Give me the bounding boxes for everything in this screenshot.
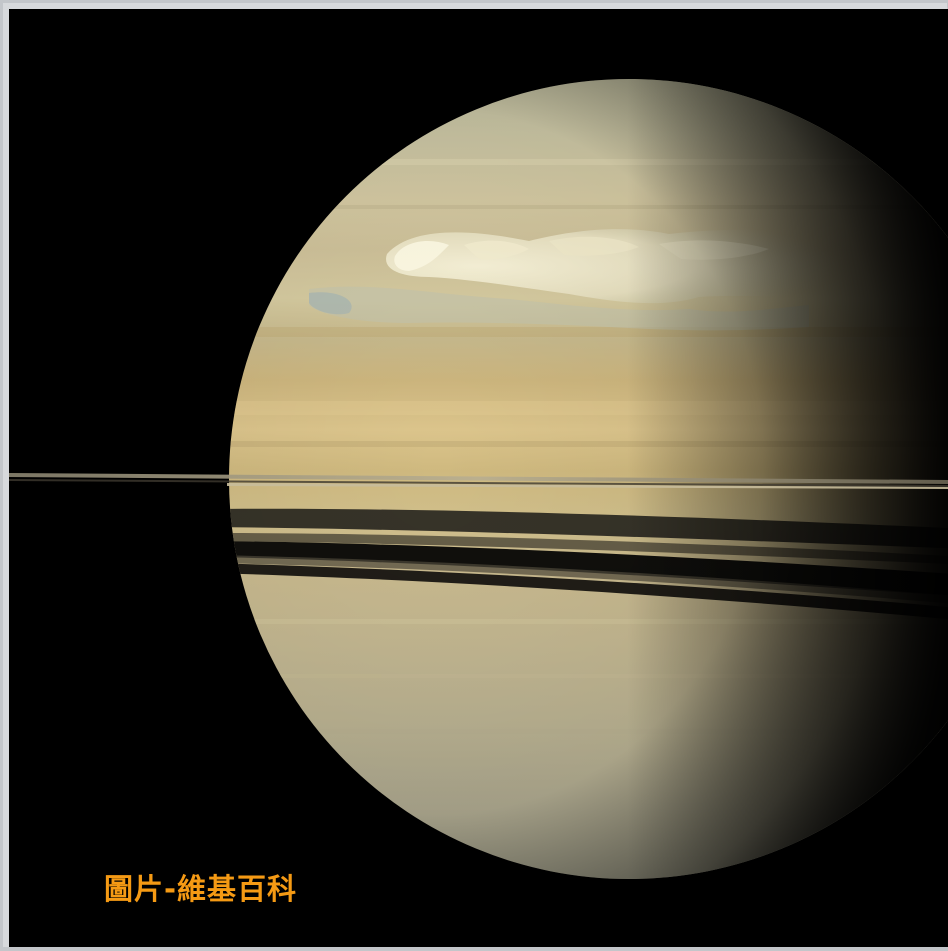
image-credit-caption: 圖片-維基百科 [104, 872, 298, 906]
saturn-photo [9, 9, 948, 947]
saturn-illustration [9, 9, 948, 947]
rings [9, 473, 948, 489]
